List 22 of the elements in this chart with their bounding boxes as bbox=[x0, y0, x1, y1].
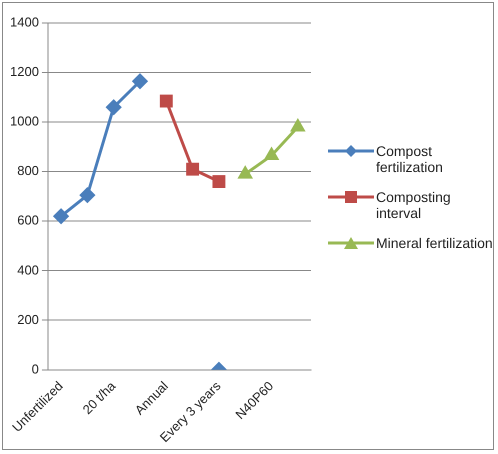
y-tick-label: 1400 bbox=[10, 14, 39, 30]
y-tick-label: 600 bbox=[17, 212, 39, 228]
y-tick-label: 1200 bbox=[10, 64, 39, 80]
point bbox=[160, 94, 173, 108]
y-tick-label: 800 bbox=[17, 163, 39, 178]
point bbox=[212, 175, 226, 188]
legend-label: Mineral fertilization bbox=[376, 235, 494, 251]
legend-label: Composting interval bbox=[376, 189, 452, 221]
y-tick-label: 200 bbox=[17, 312, 39, 327]
point bbox=[238, 166, 252, 179]
point bbox=[291, 120, 305, 132]
point bbox=[80, 188, 95, 203]
point bbox=[54, 208, 69, 224]
y-tick-label: 400 bbox=[17, 262, 39, 278]
point bbox=[264, 148, 278, 160]
x-tick-label: 20 t/ha bbox=[80, 378, 119, 418]
point bbox=[106, 100, 122, 115]
point bbox=[186, 162, 200, 176]
y-tick-label: 1000 bbox=[10, 114, 39, 129]
y-tick-label: 0 bbox=[32, 361, 39, 376]
point bbox=[132, 74, 148, 89]
legend-label: Compost fertilization bbox=[376, 143, 444, 175]
